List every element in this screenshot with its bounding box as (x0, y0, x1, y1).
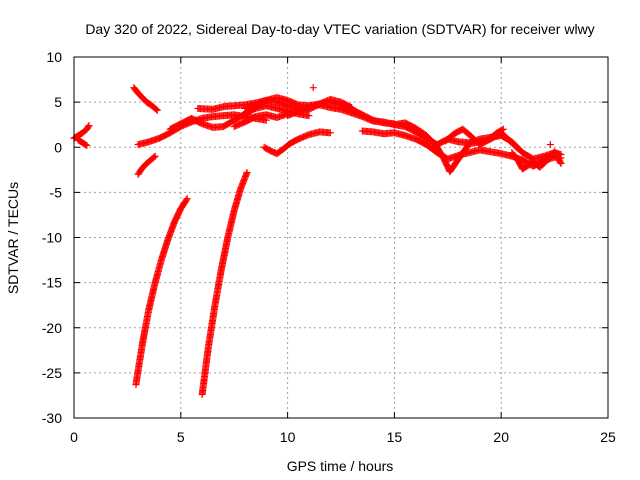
data-point (152, 105, 160, 113)
y-tick-label: 0 (54, 139, 62, 155)
series-arc-b (74, 136, 91, 149)
series-arc-d (134, 152, 159, 178)
x-tick-label: 25 (600, 429, 616, 445)
y-axis-title: SDTVAR / TECUs (5, 182, 21, 294)
series-arc-q (508, 148, 565, 173)
data-point (82, 141, 90, 149)
chart-title: Day 320 of 2022, Sidereal Day-to-day VTE… (85, 21, 594, 37)
data-point (309, 84, 317, 92)
series-outliers (309, 84, 554, 149)
data-point (556, 158, 564, 166)
series-arc-l (260, 128, 334, 158)
y-tick-label: 5 (54, 94, 62, 110)
y-tick-label: -20 (42, 320, 62, 336)
data-point (557, 159, 565, 167)
data-point (514, 145, 522, 153)
data-point (305, 112, 313, 120)
data-marks (70, 84, 565, 399)
x-tick-label: 10 (280, 429, 296, 445)
y-tick-label: -15 (42, 275, 62, 291)
data-point (498, 126, 506, 134)
data-point (513, 144, 521, 152)
data-point (153, 106, 161, 114)
x-tick-label: 0 (70, 429, 78, 445)
x-tick-label: 20 (493, 429, 509, 445)
data-point (546, 141, 554, 149)
data-point (85, 122, 93, 130)
x-tick-label: 15 (387, 429, 403, 445)
series-arc-f (198, 169, 251, 399)
data-point (151, 152, 159, 160)
data-point (150, 153, 158, 161)
y-tick-label: -25 (42, 365, 62, 381)
y-tick-label: 10 (46, 49, 62, 65)
series-arc-c (130, 84, 161, 114)
axis-ticks: 0 5 10 15 20 25 -30 -25 -20 -15 -10 -5 0 5 10 (42, 49, 616, 445)
data-point (243, 169, 251, 177)
data-point (83, 141, 91, 149)
data-point (182, 196, 190, 204)
x-tick-label: 5 (177, 429, 185, 445)
series-arc-p (442, 125, 507, 149)
y-tick-label: -10 (42, 230, 62, 246)
data-point (84, 123, 92, 131)
y-tick-label: -30 (42, 410, 62, 426)
data-point (183, 195, 191, 203)
data-point (326, 129, 334, 137)
y-tick-label: -5 (50, 184, 63, 200)
series-arc-e (132, 195, 191, 389)
data-point (499, 125, 507, 133)
x-axis-title: GPS time / hours (287, 458, 394, 474)
